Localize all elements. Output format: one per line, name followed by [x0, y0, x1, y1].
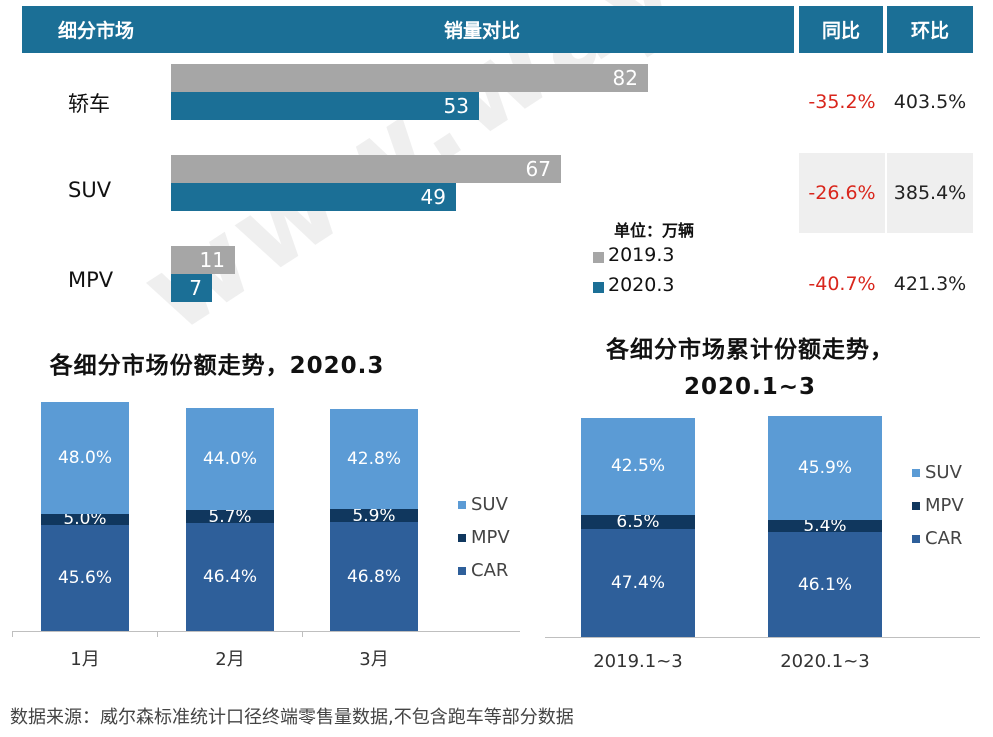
stack2-xlabel-0: 2019.1~3 [593, 651, 683, 672]
mom-1: 385.4% [887, 153, 973, 233]
bar-value-2020.3-0: 53 [443, 94, 469, 118]
legend-2020-swatch [593, 282, 604, 293]
bar-value-2019.3-2: 11 [199, 248, 225, 272]
stack2-legend-swatch-CAR [912, 535, 920, 543]
stack2-legend-swatch-MPV [912, 502, 920, 510]
stack1-axis [12, 631, 520, 632]
stack1-seg-MPV-0: 5.0% [41, 509, 129, 529]
stack2-seg-CAR-0: 47.4% [581, 529, 695, 637]
stack2-seg-SUV-0: 42.5% [581, 418, 695, 515]
unit-label: 单位：万辆 [614, 221, 695, 240]
bar-value-2020.3-2: 7 [189, 276, 202, 300]
bar-2020.3-2: 7 [171, 274, 212, 302]
stack1-seg-CAR-1: 46.4% [186, 523, 274, 631]
stack1-legend-label-MPV: MPV [471, 527, 510, 548]
stack1-tick-1 [157, 631, 158, 637]
stack1-legend-swatch-CAR [458, 567, 466, 575]
mom-0: 403.5% [893, 91, 967, 113]
monthly-share-title: 各细分市场份额走势，2020.3 [49, 353, 385, 379]
stack1-seg-CAR-0: 45.6% [41, 525, 129, 631]
stack1-legend-swatch-MPV [458, 534, 466, 542]
stack2-xlabel-1: 2020.1~3 [780, 651, 870, 672]
bar-value-2019.3-1: 67 [525, 157, 551, 181]
stack1-tick-2 [302, 631, 303, 637]
stack1-xlabel-1: 2月 [215, 649, 245, 670]
header-yoy: 同比 [799, 6, 883, 53]
legend-2019-label: 2019.3 [608, 244, 675, 266]
stack1-legend-label-SUV: SUV [471, 494, 508, 515]
bar-2019.3-2: 11 [171, 246, 235, 274]
stack2-legend-swatch-SUV [912, 469, 920, 477]
stack2-legend-label-MPV: MPV [925, 495, 964, 516]
data-source-note: 数据来源：威尔森标准统计口径终端零售量数据,不包含跑车等部分数据 [10, 707, 574, 728]
stack1-seg-SUV-0: 48.0% [41, 402, 129, 514]
row-label-1: SUV [68, 178, 112, 202]
stack1-legend-label-CAR: CAR [471, 560, 509, 581]
stack2-seg-CAR-1: 46.1% [768, 532, 882, 637]
legend-2020-label: 2020.3 [608, 274, 675, 296]
stack1-seg-SUV-1: 44.0% [186, 408, 274, 511]
cumulative-share-title-line1: 各细分市场累计份额走势， [606, 337, 894, 363]
stack1-xlabel-2: 3月 [359, 649, 389, 670]
yoy-1: -26.6% [799, 153, 885, 233]
stack1-legend-swatch-SUV [458, 501, 466, 509]
bar-2020.3-0: 53 [171, 92, 479, 120]
stack1-tick-0 [12, 631, 13, 637]
mom-2: 421.3% [893, 273, 967, 295]
yoy-0: -35.2% [808, 91, 876, 113]
stack2-seg-MPV-0: 6.5% [581, 512, 695, 532]
bar-value-2020.3-1: 49 [420, 185, 446, 209]
bar-value-2019.3-0: 82 [612, 66, 638, 90]
legend-2019-swatch [593, 252, 604, 263]
stack1-seg-SUV-2: 42.8% [330, 409, 418, 509]
stack1-seg-CAR-2: 46.8% [330, 522, 418, 631]
stack1-xlabel-0: 1月 [70, 649, 100, 670]
row-label-2: MPV [68, 268, 114, 292]
stack2-seg-SUV-1: 45.9% [768, 415, 882, 521]
bar-2019.3-1: 67 [171, 155, 561, 183]
stack2-legend-label-CAR: CAR [925, 528, 963, 549]
row-label-0: 轿车 [68, 92, 110, 116]
header-mom: 环比 [887, 6, 973, 53]
bar-2020.3-1: 49 [171, 183, 456, 211]
stack2-axis [545, 637, 980, 638]
stack2-legend-label-SUV: SUV [925, 462, 962, 483]
stack2-seg-MPV-1: 5.4% [768, 516, 882, 536]
stack1-seg-MPV-2: 5.9% [330, 506, 418, 526]
yoy-2: -40.7% [808, 273, 876, 295]
stack1-seg-MPV-1: 5.7% [186, 507, 274, 527]
header-compare: 销量对比 [170, 6, 794, 53]
bar-2019.3-0: 82 [171, 64, 648, 92]
cumulative-share-title-line2: 2020.1~3 [683, 374, 817, 400]
header-segment: 细分市场 [22, 6, 170, 53]
